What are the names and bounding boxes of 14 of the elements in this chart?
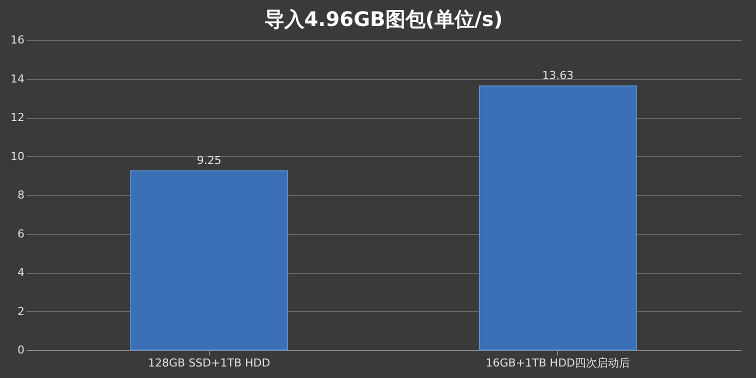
y-tick-label: 8: [18, 188, 24, 202]
y-tick-label: 16: [10, 34, 24, 46]
y-tick-label: 2: [18, 304, 24, 318]
y-tick-label: 4: [18, 266, 24, 279]
data-label: 9.25: [196, 154, 222, 167]
y-tick-label: 10: [10, 150, 24, 163]
y-tick-label: 6: [18, 227, 24, 240]
x-tick-label: 128GB SSD+1TB HDD: [148, 356, 270, 370]
y-tick-label: 12: [10, 111, 24, 124]
y-tick-label: 14: [10, 72, 24, 86]
chart-title: 导入4.96GB图包(单位/s): [264, 7, 503, 31]
x-tick-label: 16GB+1TB HDD四次启动后: [486, 356, 630, 370]
data-label: 13.63: [542, 68, 574, 82]
y-tick-label: 0: [18, 344, 24, 356]
